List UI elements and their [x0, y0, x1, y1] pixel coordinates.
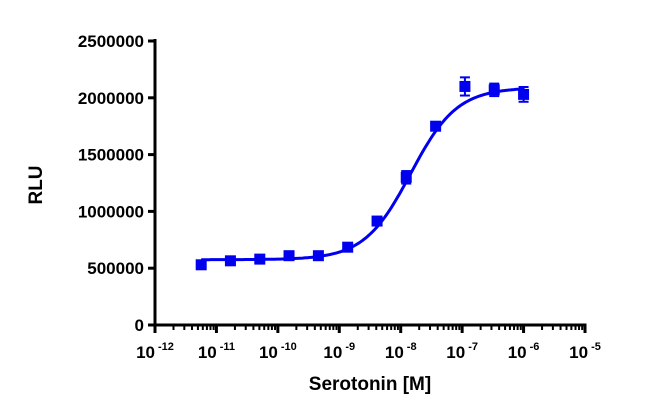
square-marker [400, 171, 412, 183]
y-axis-label: RLU [26, 165, 47, 204]
data-point [371, 215, 383, 227]
square-marker [518, 88, 530, 100]
y-tick-label: 1500000 [78, 146, 144, 165]
square-marker [224, 255, 236, 267]
square-marker [488, 84, 500, 96]
square-marker [254, 253, 266, 265]
x-tick-label: 10 -8 [385, 341, 417, 362]
y-tick-label: 500000 [87, 259, 144, 278]
x-axis-label: Serotonin [M] [309, 374, 431, 395]
data-point [342, 241, 354, 253]
y-tick-label: 0 [135, 316, 144, 335]
x-tick-label: 10 -11 [198, 341, 235, 362]
fit-curve-group [201, 87, 524, 262]
y-tick-label: 2500000 [78, 32, 144, 51]
x-tick-label: 10 -12 [136, 341, 174, 362]
square-marker [342, 241, 354, 253]
data-point [195, 259, 207, 271]
data-point [518, 86, 530, 103]
square-marker [283, 250, 295, 262]
fit-curve [201, 87, 524, 262]
x-tick-label: 10 -7 [446, 341, 478, 362]
data-points [195, 76, 530, 271]
data-point [430, 120, 442, 132]
square-marker [430, 120, 442, 132]
y-tick-label: 1000000 [78, 202, 144, 221]
data-point [224, 255, 236, 267]
x-tick-label: 10 -9 [323, 341, 355, 362]
x-tick-label: 10 -5 [569, 341, 601, 362]
square-marker [312, 250, 324, 262]
x-tick-label: 10 -10 [259, 341, 297, 362]
data-point [254, 253, 266, 265]
square-marker [459, 80, 471, 92]
data-point [312, 250, 324, 262]
data-point [459, 76, 471, 97]
x-tick-label: 10 -6 [508, 341, 540, 362]
square-marker [371, 215, 383, 227]
square-marker [195, 259, 207, 271]
data-point [283, 250, 295, 262]
data-point [488, 82, 500, 98]
y-tick-label: 2000000 [78, 89, 144, 108]
data-point [400, 170, 412, 185]
axes: 0 500000 1000000 1500000 2000000 2500000 10 -12… [78, 32, 601, 362]
